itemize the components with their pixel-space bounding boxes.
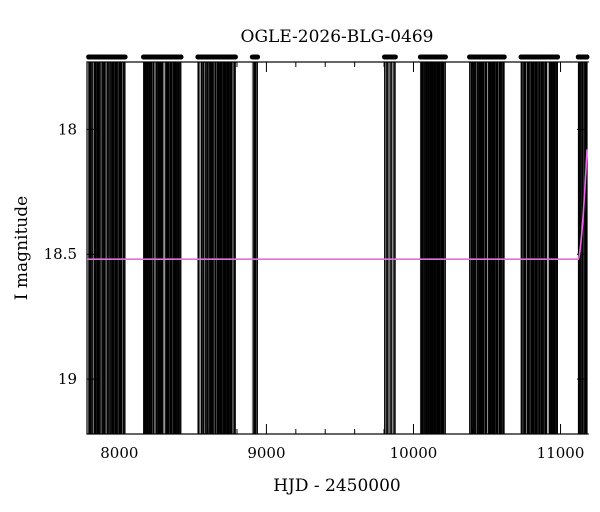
data-point: [582, 54, 588, 60]
data-point: [158, 54, 164, 60]
data-point: [387, 54, 393, 60]
y-tick-label: 18.5: [44, 245, 77, 263]
data-point: [86, 54, 92, 60]
data-point: [478, 54, 484, 60]
data-point: [210, 54, 216, 60]
data-point: [221, 54, 226, 60]
data-point: [141, 54, 147, 60]
data-point: [167, 54, 173, 60]
data-point: [172, 54, 178, 60]
x-tick-label: 9000: [247, 444, 285, 462]
data-point: [117, 54, 122, 60]
data-point: [252, 54, 257, 60]
x-tick-label: 10000: [390, 444, 438, 462]
data-point: [488, 54, 493, 60]
x-axis-label: HJD - 2450000: [273, 476, 401, 496]
data-point: [494, 54, 500, 60]
chart-title: OGLE-2026-BLG-0469: [241, 27, 434, 47]
data-point: [433, 54, 439, 60]
error-bars: [86, 61, 589, 435]
data-point: [196, 54, 202, 60]
data-point: [93, 54, 99, 60]
data-point: [534, 54, 540, 60]
data-points: [86, 54, 590, 60]
data-point: [177, 54, 182, 60]
data-point: [554, 54, 559, 60]
y-tick-label: 19: [58, 370, 77, 388]
data-point: [550, 54, 555, 60]
data-point: [384, 54, 389, 60]
data-point: [498, 54, 503, 60]
data-point: [145, 54, 151, 60]
x-tick-label: 8000: [100, 444, 138, 462]
data-point: [206, 54, 212, 60]
data-point: [575, 54, 581, 60]
data-point: [227, 54, 233, 60]
x-tick-label: 11000: [537, 444, 585, 462]
y-axis-label: I magnitude: [12, 196, 32, 300]
data-point: [473, 54, 479, 60]
data-point: [468, 54, 474, 60]
data-point: [531, 54, 536, 60]
y-tick-label: 18: [58, 120, 77, 138]
data-point: [438, 54, 444, 60]
data-point: [215, 54, 220, 60]
model-line: [87, 149, 588, 261]
data-point: [425, 54, 431, 60]
data-point: [522, 54, 528, 60]
data-point: [483, 54, 489, 60]
data-point: [113, 54, 119, 60]
data-point: [105, 54, 110, 60]
data-point: [100, 54, 105, 60]
model-curve: [87, 149, 588, 261]
data-point: [417, 54, 423, 60]
data-point: [540, 54, 546, 60]
data-point: [122, 54, 127, 60]
data-point: [391, 54, 397, 60]
